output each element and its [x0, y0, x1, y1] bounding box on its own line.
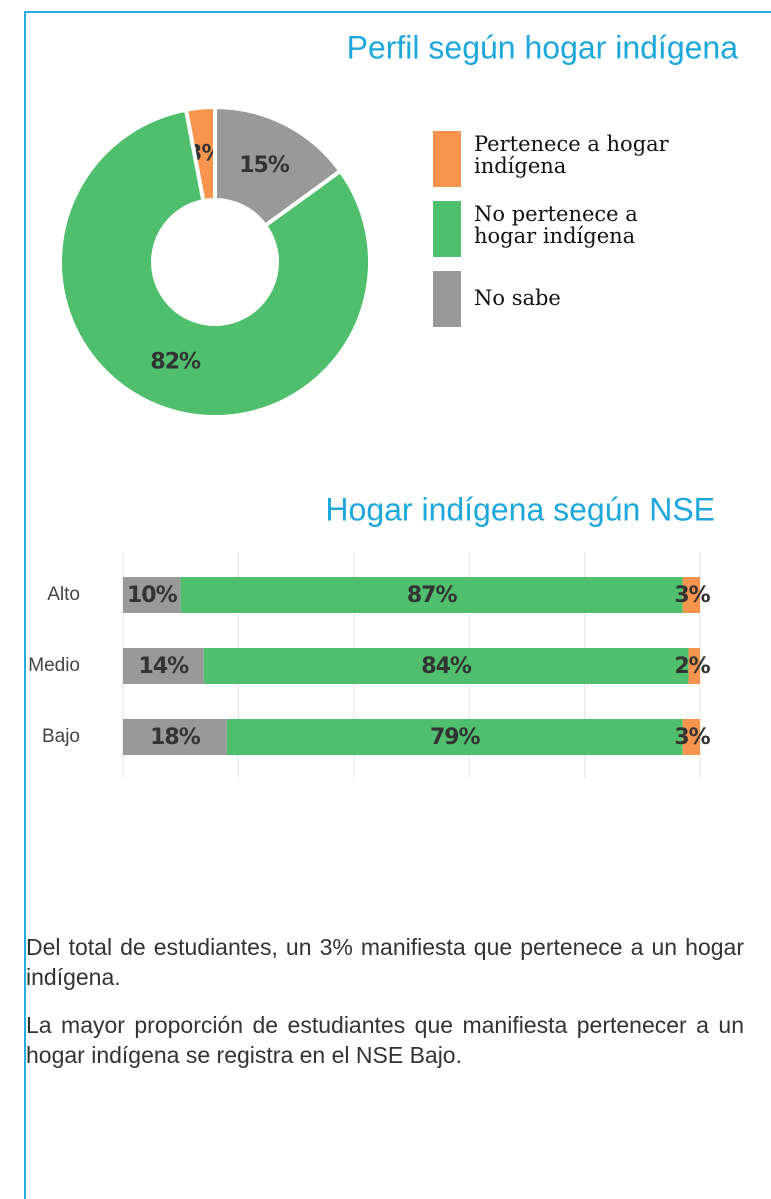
data-label: 10% [127, 583, 178, 608]
y-tick-label: Medio [28, 655, 80, 676]
paragraph: La mayor proporción de estudiantes que m… [26, 1012, 744, 1068]
legend-swatch [433, 201, 461, 257]
legend-label: Pertenece a hogar indígena [474, 132, 669, 178]
data-label: 84% [421, 654, 472, 679]
legend-label: No sabe [474, 286, 561, 310]
data-label: 87% [407, 583, 458, 608]
pie-slice [213, 104, 344, 229]
paragraph: Del total de estudiantes, un 3% manifies… [26, 934, 744, 990]
data-label: 14% [139, 654, 190, 679]
data-label: 82% [150, 349, 201, 374]
bar-segment [688, 648, 700, 684]
y-tick-label: Bajo [42, 726, 80, 747]
legend-swatch [433, 131, 461, 187]
legend-swatch [433, 271, 461, 327]
data-label: 3% [674, 583, 710, 608]
bar-segment [180, 577, 683, 613]
bar-segment [682, 719, 700, 755]
data-label: 3% [674, 725, 710, 750]
data-label: 79% [430, 725, 481, 750]
data-label: 15% [239, 153, 290, 178]
bar-segment [682, 577, 700, 613]
data-label: 2% [674, 654, 710, 679]
bar-segment [123, 577, 181, 613]
bar-segment [123, 648, 204, 684]
chart-title: Perfil según hogar indígena [347, 29, 739, 65]
chart-title: Hogar indígena según NSE [325, 491, 715, 527]
y-tick-label: Alto [47, 584, 80, 605]
bar-segment [203, 648, 689, 684]
legend-label: No pertenece a hogar indígena [474, 202, 638, 248]
pie-slice [58, 107, 372, 419]
bar-segment [123, 719, 227, 755]
bar-segment [226, 719, 683, 755]
data-label: 18% [150, 725, 201, 750]
